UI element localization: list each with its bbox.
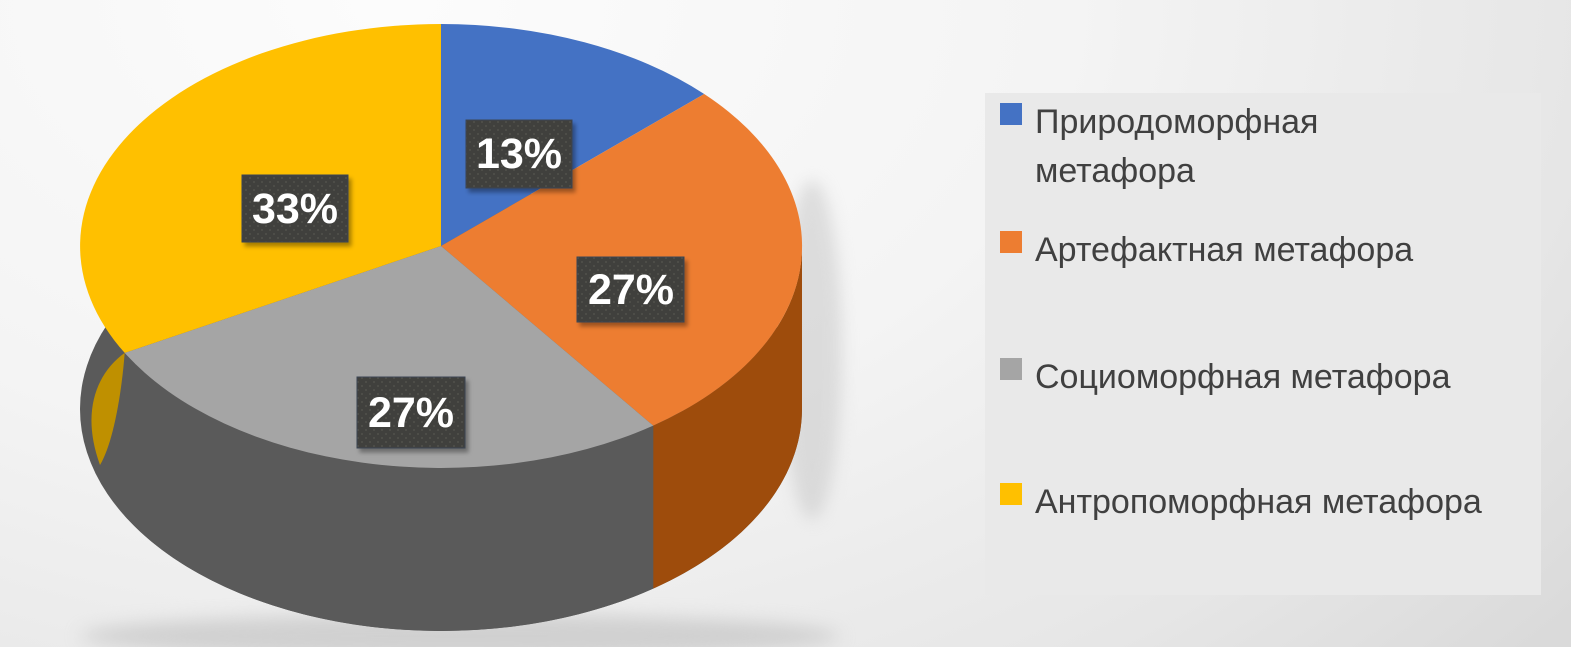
svg-text:27%: 27% xyxy=(368,389,454,437)
svg-text:13%: 13% xyxy=(476,130,562,178)
svg-text:27%: 27% xyxy=(588,266,674,314)
svg-text:33%: 33% xyxy=(252,185,338,233)
